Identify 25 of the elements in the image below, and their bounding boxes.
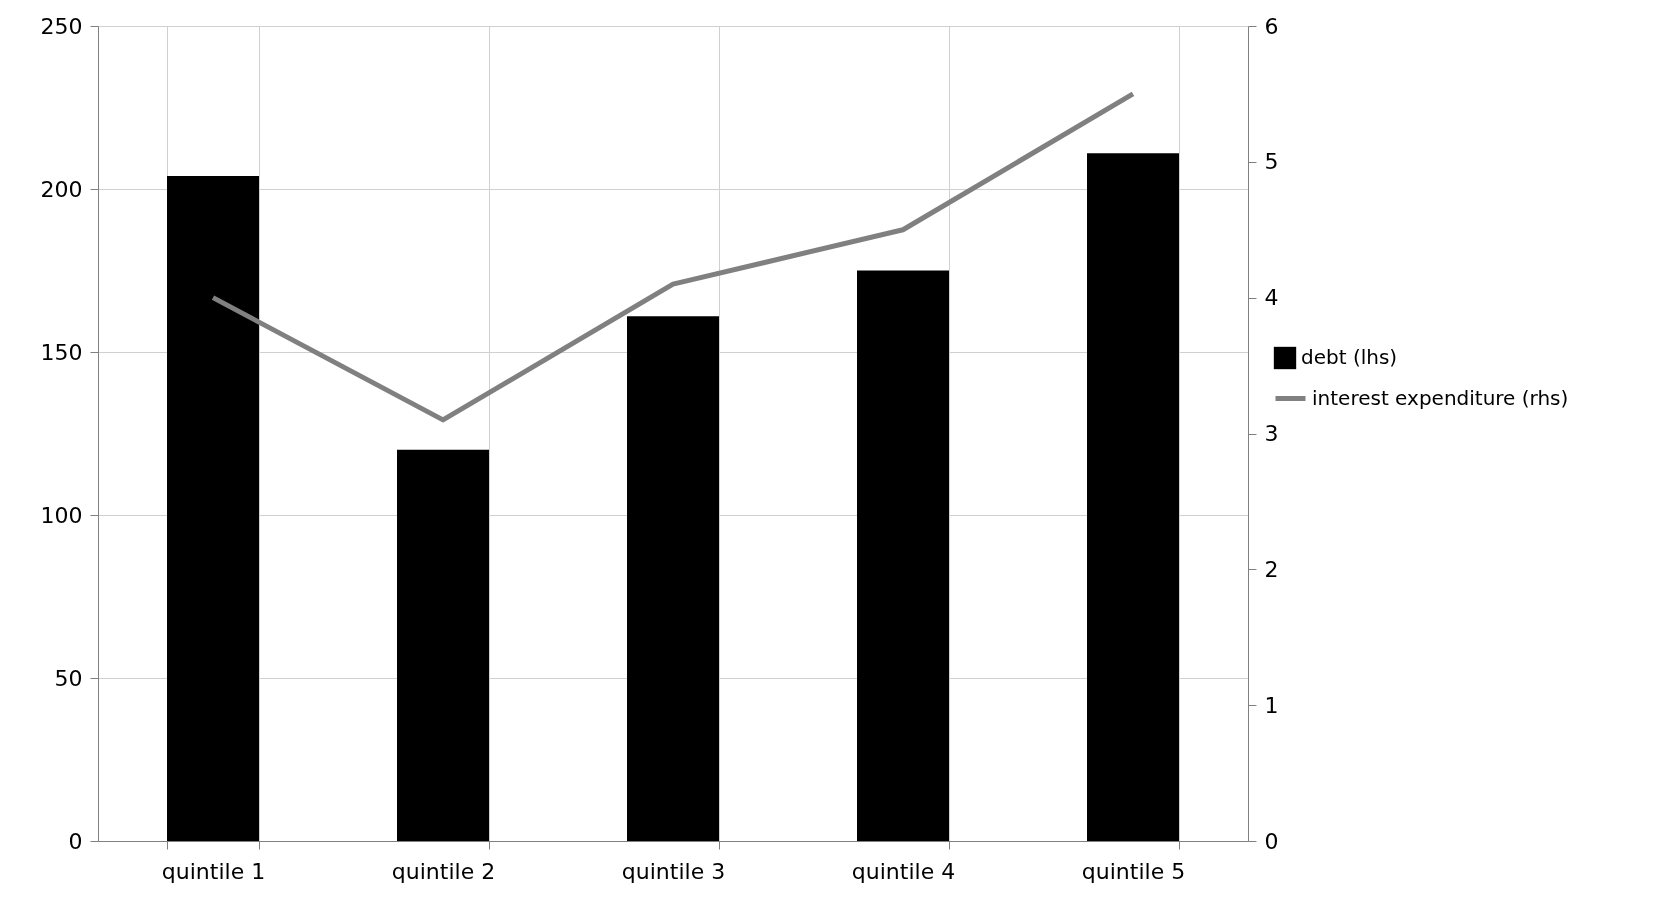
y2-tick-label: 1: [1264, 692, 1279, 718]
legend-label: debt (lhs): [1301, 345, 1398, 369]
y-tick-label: 250: [40, 13, 83, 39]
bar: [397, 449, 489, 841]
y2-tick-label: 3: [1264, 421, 1279, 446]
x-tick-label: quintile 5: [1081, 858, 1186, 884]
y2-tick-label: 5: [1264, 149, 1279, 175]
y2-tick-label: 0: [1264, 828, 1279, 854]
x-tick-label: quintile 1: [161, 858, 266, 884]
y-tick-label: 0: [68, 828, 83, 854]
y2-tick-label: 6: [1264, 13, 1279, 39]
legend-label: interest expenditure (rhs): [1312, 385, 1569, 410]
y2-tick-label: 2: [1264, 556, 1279, 582]
bar: [167, 175, 259, 841]
x-tick-label: quintile 3: [621, 858, 726, 884]
y-tick-label: 100: [40, 502, 83, 528]
y2-tick-label: 4: [1264, 285, 1279, 311]
bar: [1087, 153, 1179, 841]
y-tick-label: 50: [54, 665, 83, 691]
y-tick-label: 200: [40, 176, 83, 202]
bar: [627, 316, 719, 841]
y-tick-label: 150: [40, 339, 83, 365]
bar: [857, 270, 949, 841]
x-tick-label: quintile 2: [391, 858, 496, 884]
x-tick-label: quintile 4: [851, 858, 956, 884]
